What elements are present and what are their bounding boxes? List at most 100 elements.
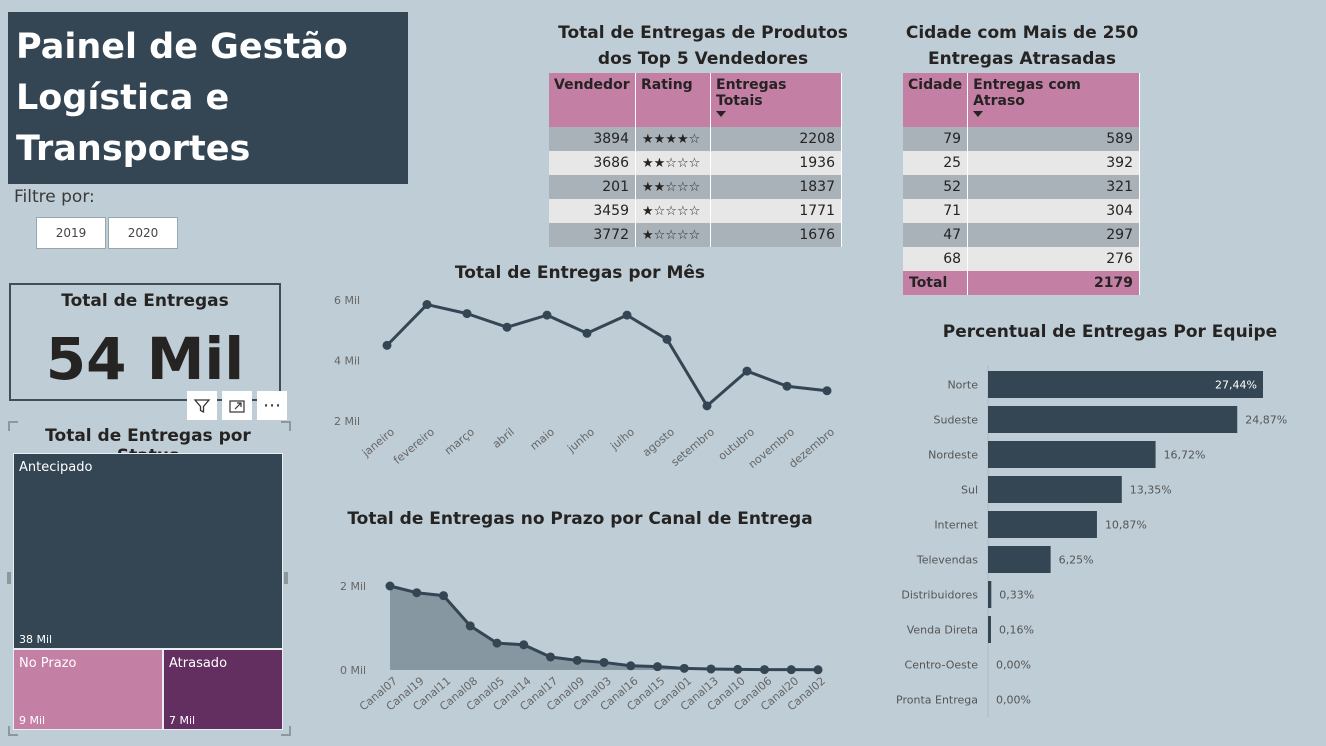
data-label: 13,35% [1130, 484, 1172, 497]
x-tick-label: março [442, 425, 477, 457]
data-point [622, 310, 632, 320]
bar[interactable] [988, 546, 1051, 573]
data-point [813, 665, 823, 675]
category-label: Televendas [916, 554, 978, 567]
sort-desc-icon [716, 111, 726, 117]
table-row[interactable]: 47 297 [903, 223, 1140, 247]
title-panel [8, 12, 408, 184]
card-title: Total de Entregas [61, 291, 229, 311]
treemap-cell-no-prazo[interactable]: No Prazo 9 Mil [13, 649, 163, 730]
bar[interactable] [988, 616, 991, 643]
data-label: 6,25% [1059, 554, 1094, 567]
category-label: Sudeste [933, 414, 978, 427]
category-label: Venda Direta [907, 624, 978, 637]
treemap-cell-value: 7 Mil [169, 714, 196, 727]
x-tick-label: maio [528, 425, 557, 453]
category-label: Centro-Oeste [905, 659, 979, 672]
bar[interactable] [988, 476, 1122, 503]
y-tick-label: 2 Mil [334, 415, 360, 428]
column-header-entregas-totais[interactable]: Entregas Totais [710, 73, 842, 127]
more-options-icon[interactable]: ⋯ [257, 391, 287, 420]
category-label: Distribuidores [901, 589, 978, 602]
data-label: 10,87% [1105, 519, 1147, 532]
bar[interactable] [988, 441, 1156, 468]
visual-toolbar: ⋯ [187, 391, 288, 421]
data-point [385, 581, 395, 591]
bar[interactable] [988, 371, 1263, 398]
table-row[interactable]: 52 321 [903, 175, 1140, 199]
treemap-cell-value: 38 Mil [19, 633, 53, 646]
selection-corner [8, 726, 18, 736]
data-point [626, 661, 636, 671]
table-row[interactable]: 25 392 [903, 151, 1140, 175]
treemap-cell-label: No Prazo [19, 656, 77, 671]
data-point [702, 401, 712, 411]
data-point [465, 621, 475, 631]
table-row[interactable]: 71 304 [903, 199, 1140, 223]
x-tick-label: setembro [669, 425, 718, 469]
treemap-cell-label: Antecipado [19, 460, 93, 475]
bar[interactable] [988, 406, 1238, 433]
data-label: 0,33% [999, 589, 1034, 602]
table-row[interactable]: 3772 ★☆☆☆☆ 1676 [549, 223, 842, 247]
category-label: Pronta Entrega [896, 694, 978, 707]
data-point [742, 366, 752, 376]
treemap-cell-value: 9 Mil [19, 714, 46, 727]
focus-mode-icon[interactable] [222, 391, 252, 420]
category-label: Internet [934, 519, 978, 532]
sort-desc-icon [973, 111, 984, 117]
bar[interactable] [988, 511, 1097, 538]
column-header-vendedor[interactable]: Vendedor [549, 73, 636, 127]
channel-chart-title: Total de Entregas no Prazo por Canal de … [347, 509, 813, 529]
total-deliveries-card: Total de Entregas 54 Mil [9, 283, 281, 401]
category-label: Sul [961, 484, 978, 497]
top-sellers-title: Total de Entregas de Produtos dos Top 5 … [558, 23, 848, 69]
filter-icon[interactable] [187, 391, 217, 420]
column-header-cidade[interactable]: Cidade [903, 73, 969, 127]
table-row[interactable]: 68 276 [903, 247, 1140, 271]
data-point [492, 638, 502, 648]
series-area [390, 586, 818, 670]
filter-button-2019[interactable]: 2019 [36, 217, 106, 249]
resize-handle[interactable] [284, 572, 288, 584]
filter-button-2020[interactable]: 2020 [108, 217, 178, 249]
table-row[interactable]: 79 589 [903, 127, 1140, 151]
series-line [385, 303, 828, 408]
treemap-cell-antecipado[interactable]: Antecipado 38 Mil [13, 453, 283, 649]
data-point [502, 322, 512, 332]
data-point [439, 591, 448, 601]
data-point [582, 328, 592, 338]
column-header-entregas-com-atraso[interactable]: Entregas com Atraso [967, 73, 1140, 127]
data-point [782, 381, 792, 391]
table-row[interactable]: 201 ★★☆☆☆ 1837 [549, 175, 842, 199]
data-point [572, 655, 582, 665]
table-row[interactable]: 3459 ★☆☆☆☆ 1771 [549, 199, 842, 223]
column-header-rating[interactable]: Rating [635, 73, 711, 127]
data-point [822, 386, 832, 396]
page-title: Painel de Gestão Logística e Transportes [16, 27, 348, 169]
x-tick-label: fevereiro [391, 425, 437, 467]
bar[interactable] [988, 581, 992, 608]
data-point [786, 665, 796, 675]
y-tick-label: 6 Mil [334, 294, 360, 307]
table-row[interactable]: 3686 ★★☆☆☆ 1936 [549, 151, 842, 175]
category-label: Norte [947, 379, 978, 392]
x-tick-label: abril [490, 425, 517, 451]
card-value: 54 Mil [45, 325, 245, 393]
data-point [519, 640, 529, 650]
y-tick-label: 2 Mil [340, 580, 366, 593]
top-sellers-table: Vendedor Rating Entregas Totais 3894 ★★★★… [549, 73, 842, 247]
resize-handle[interactable] [7, 572, 11, 584]
data-point [679, 663, 689, 673]
data-point [422, 300, 432, 310]
data-label: 27,44% [1215, 379, 1257, 392]
table-total-row: Total 2179 [903, 271, 1140, 295]
monthly-chart-title: Total de Entregas por Mês [454, 263, 706, 283]
x-tick-label: agosto [640, 425, 677, 459]
table-row[interactable]: 3894 ★★★★☆ 2208 [549, 127, 842, 151]
category-label: Nordeste [928, 449, 978, 462]
treemap-cell-atrasado[interactable]: Atrasado 7 Mil [163, 649, 283, 730]
data-point [382, 340, 392, 350]
